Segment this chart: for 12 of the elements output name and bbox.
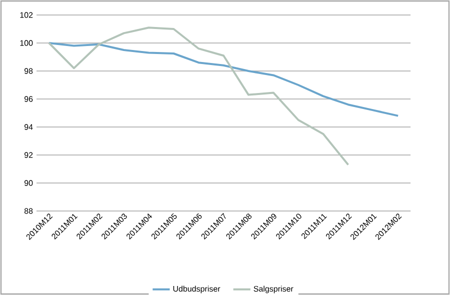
y-tick-label: 98: [24, 68, 33, 74]
line-series: [48, 26, 350, 166]
legend-label: Salgspriser: [254, 286, 294, 294]
y-tick-label: 96: [24, 96, 33, 102]
y-tick-label: 100: [20, 40, 33, 46]
legend-label: Udbudspriser: [173, 286, 220, 294]
y-tick-label: 92: [24, 152, 33, 158]
y-tick-label: 102: [20, 12, 33, 18]
y-tick-label: 88: [24, 208, 33, 214]
line-series: [48, 42, 400, 117]
y-tick-label: 94: [24, 124, 33, 130]
y-tick-label: 90: [24, 180, 33, 186]
